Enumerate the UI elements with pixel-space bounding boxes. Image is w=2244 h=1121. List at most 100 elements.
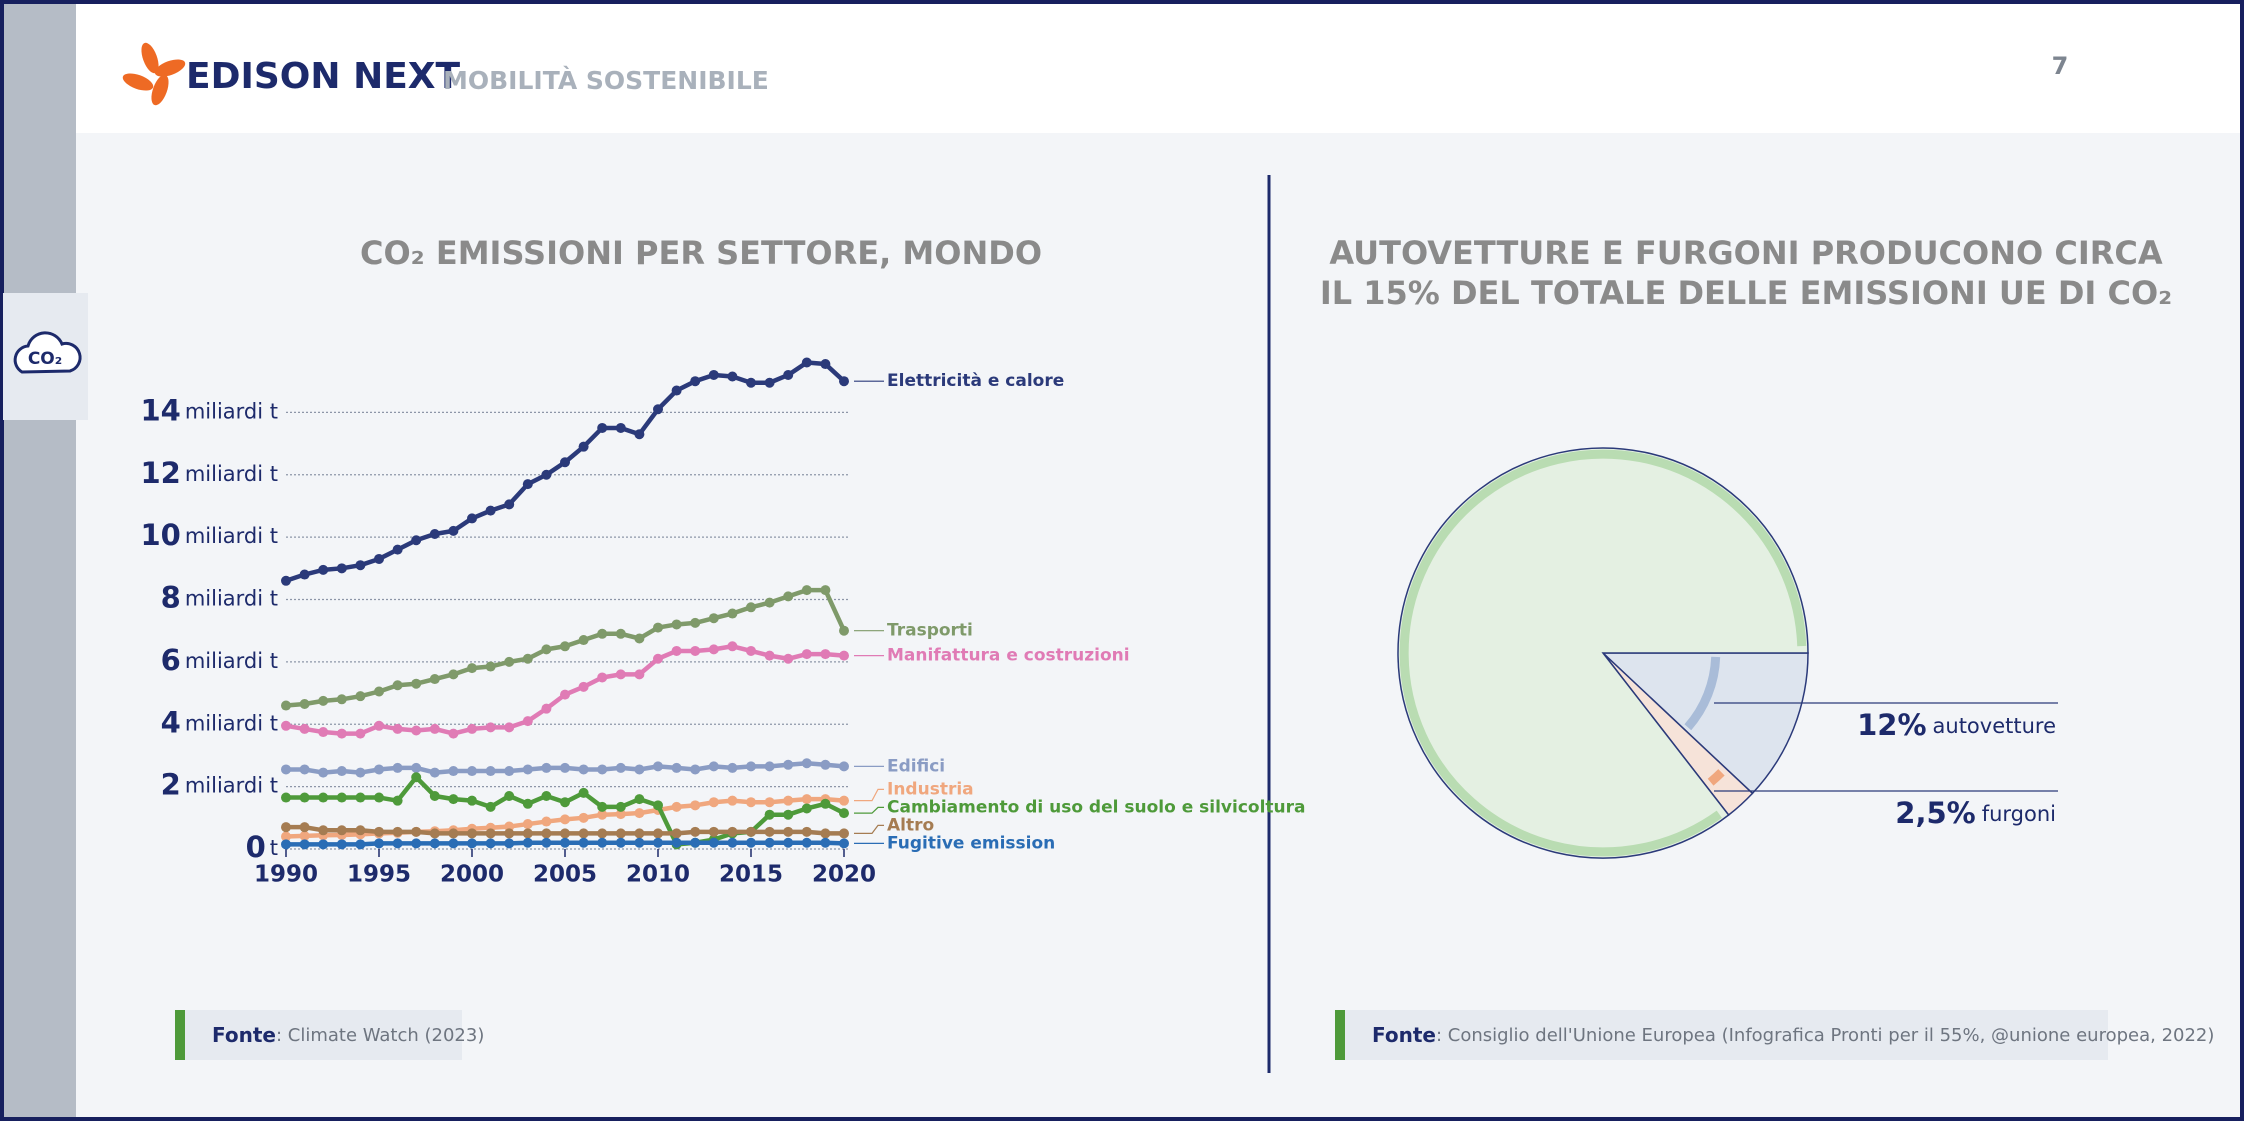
data-point: [467, 795, 477, 806]
series-label: Cambiamento di uso del suolo e silvicolt…: [887, 797, 1306, 817]
y-tick-label: 10 miliardi t: [140, 518, 278, 552]
data-point: [374, 764, 384, 775]
y-tick-value: 12: [140, 456, 180, 490]
data-point: [653, 622, 663, 633]
data-point: [690, 617, 701, 628]
data-point: [597, 801, 608, 812]
data-point: [429, 723, 440, 734]
data-point: [336, 766, 347, 777]
source: Fonte: Consiglio dell'Unione Europea (In…: [1372, 1023, 2214, 1047]
data-point: [653, 404, 663, 415]
series-label: Industria: [887, 779, 974, 799]
data-point: [299, 698, 310, 709]
data-point: [615, 422, 626, 433]
data-point: [504, 499, 515, 510]
data-point: [634, 837, 645, 848]
y-tick-unit: miliardi t: [185, 649, 278, 673]
data-point: [318, 564, 329, 575]
data-point: [504, 838, 515, 849]
data-point: [820, 649, 831, 660]
x-tick-label: 2010: [626, 862, 690, 888]
slice-value: 12%: [1857, 708, 1926, 742]
data-point: [578, 837, 589, 848]
data-point: [653, 828, 663, 839]
data-point: [355, 839, 366, 850]
series-label: Edifici: [887, 756, 945, 776]
y-tick-unit: miliardi t: [185, 711, 278, 735]
source-text: : Climate Watch (2023): [276, 1025, 484, 1046]
slice-name: autovetture: [1933, 714, 2056, 738]
source-label: Fonte: [212, 1023, 276, 1047]
data-point: [839, 761, 849, 772]
data-point: [671, 619, 682, 630]
data-point: [522, 479, 533, 490]
data-point: [783, 809, 794, 820]
data-point: [783, 653, 794, 664]
data-point: [578, 787, 589, 798]
data-point: [429, 767, 440, 778]
data-point: [522, 798, 533, 809]
data-point: [746, 377, 756, 388]
data-point: [485, 661, 496, 672]
data-point: [541, 762, 552, 773]
data-point: [281, 575, 291, 586]
data-point: [485, 722, 496, 733]
data-point: [653, 653, 663, 664]
data-point: [374, 838, 384, 849]
data-point: [541, 816, 552, 827]
y-tick-value: 10: [140, 518, 180, 552]
data-point: [653, 837, 663, 848]
data-point: [318, 695, 329, 706]
data-point: [820, 837, 831, 848]
data-point: [392, 680, 403, 691]
data-point: [746, 761, 756, 772]
data-point: [708, 797, 719, 808]
data-point: [764, 826, 775, 837]
data-point: [336, 839, 347, 850]
data-point: [429, 674, 440, 685]
data-point: [522, 653, 533, 664]
data-point: [522, 716, 533, 727]
x-tick-label: 2020: [812, 862, 876, 888]
data-point: [336, 728, 347, 739]
slice-label: 2,5% furgoni: [1895, 796, 2056, 830]
data-point: [634, 669, 645, 680]
data-point: [671, 828, 682, 839]
data-point: [727, 608, 738, 619]
source-box: [175, 1010, 462, 1060]
data-point: [448, 838, 459, 849]
series-label: Altro: [887, 815, 934, 835]
data-point: [448, 766, 459, 777]
sidebar: [0, 0, 76, 1121]
data-point: [839, 625, 849, 636]
slice-value: 2,5%: [1895, 796, 1975, 830]
data-point: [467, 766, 477, 777]
data-point: [783, 795, 794, 806]
y-tick-unit: miliardi t: [185, 399, 278, 423]
y-tick-label: 6 miliardi t: [161, 643, 278, 677]
x-tick-label: 1995: [347, 862, 411, 888]
data-point: [708, 761, 719, 772]
data-point: [801, 649, 812, 660]
data-point: [615, 828, 626, 839]
brand: EDISON NEXT: [186, 56, 461, 97]
data-point: [522, 819, 533, 830]
data-point: [820, 828, 831, 839]
data-point: [820, 585, 831, 596]
data-point: [448, 669, 459, 680]
chart-title: CO₂ EMISSIONI PER SETTORE, MONDO: [360, 234, 1042, 272]
data-point: [485, 801, 496, 812]
data-point: [653, 761, 663, 772]
data-point: [392, 544, 403, 555]
y-tick-label: 14 miliardi t: [140, 393, 278, 427]
data-point: [467, 663, 477, 674]
data-point: [690, 764, 701, 775]
data-point: [374, 826, 384, 837]
data-point: [597, 672, 608, 683]
data-point: [560, 689, 570, 700]
data-point: [634, 633, 645, 644]
data-point: [801, 758, 812, 769]
data-point: [355, 728, 366, 739]
